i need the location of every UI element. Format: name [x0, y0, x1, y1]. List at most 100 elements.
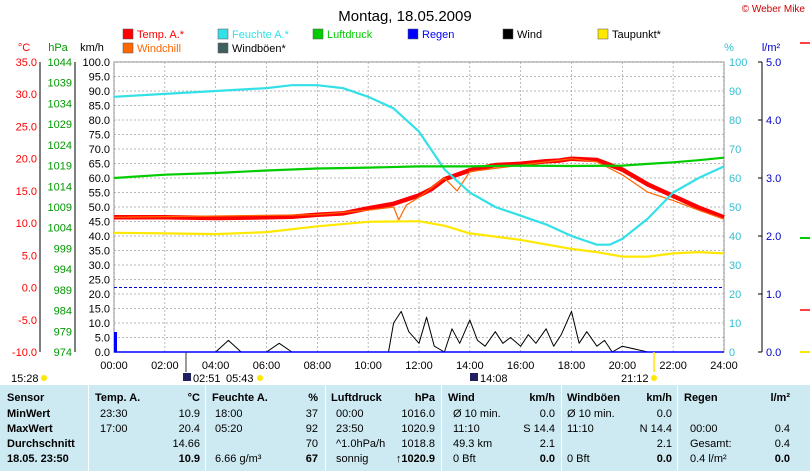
- rain-tick-label: 3.0: [766, 173, 781, 185]
- gust-label: Ø 10 min.: [567, 408, 615, 420]
- humidity-time: 18:00: [215, 408, 243, 420]
- humidity-time: 6.66 g/m³: [215, 453, 262, 465]
- rain-tick-label: 4.0: [766, 115, 781, 127]
- pressure-tick-label: 1044: [48, 57, 72, 69]
- temp-tick-label: 25.0: [16, 121, 37, 133]
- wind-tick-label: 90.0: [89, 86, 110, 98]
- wind-value: 0.0: [539, 453, 555, 465]
- temp-value: 10.9: [178, 453, 200, 465]
- wind-tick-label: 55.0: [89, 188, 110, 200]
- legend-swatch: [217, 28, 229, 40]
- legend-label: Regen: [422, 29, 454, 41]
- series-line-feuchtea: [113, 84, 725, 246]
- sunset-time-label: 21:12: [621, 373, 649, 385]
- legend-swatch: [217, 42, 229, 54]
- wind-tick-label: 60.0: [89, 173, 110, 185]
- wind-tick-label: 25.0: [89, 275, 110, 287]
- humidity-tick-label: 90: [729, 86, 741, 98]
- pressure-tick-label: 1019: [48, 161, 72, 173]
- gust-label: 0 Bft: [567, 453, 590, 465]
- legend-label: Taupunkt*: [612, 29, 662, 41]
- moonset-time-label: 14:08: [480, 373, 508, 385]
- rain-value: 0.0: [774, 453, 790, 465]
- legend-label: Temp. A.*: [137, 29, 185, 41]
- time-tick-label: 20:00: [609, 360, 637, 372]
- pressure-tick-label: 1014: [48, 181, 72, 193]
- rain-unit-label: l/m²: [762, 42, 781, 54]
- pressure-tick-label: 1004: [48, 223, 72, 235]
- temp-tick-label: 30.0: [16, 89, 37, 101]
- wind-unit-label: km/h: [80, 42, 104, 54]
- header-rain-unit: l/m²: [770, 392, 790, 404]
- header-temp: Temp. A.: [95, 392, 141, 404]
- wind-tick-label: 50.0: [89, 202, 110, 214]
- table-divider: [325, 385, 326, 471]
- temp-time: 17:00: [100, 423, 128, 435]
- temp-tick-label: 5.0: [22, 250, 37, 262]
- temp-value: 14.66: [172, 438, 200, 450]
- wind-tick-label: 65.0: [89, 159, 110, 171]
- legend-swatch: [122, 42, 134, 54]
- moonrise-icon: [183, 373, 191, 381]
- pressure-tick-label: 989: [54, 285, 72, 297]
- time-tick-label: 18:00: [558, 360, 586, 372]
- table-divider: [561, 385, 562, 471]
- wind-label: Ø 10 min.: [453, 408, 501, 420]
- wind-tick-label: 5.0: [95, 333, 110, 345]
- temp-time: 23:30: [100, 408, 128, 420]
- humidity-tick-label: 100: [729, 57, 747, 69]
- legend-label: Windböen*: [232, 43, 287, 55]
- wind-value: 0.0: [539, 408, 555, 420]
- wind-tick-label: 45.0: [89, 217, 110, 229]
- pressure-tick-label: 974: [54, 347, 72, 359]
- pressure-time: 23:50: [336, 423, 364, 435]
- pressure-tick-label: 1034: [48, 98, 72, 110]
- wind-tick-label: 40.0: [89, 231, 110, 243]
- humidity-tick-label: 60: [729, 173, 741, 185]
- legend-label: Windchill: [137, 43, 181, 55]
- wind-label: 49.3 km: [453, 438, 493, 450]
- time-tick-label: 04:00: [202, 360, 230, 372]
- table-divider: [205, 385, 206, 471]
- legend-swatch: [312, 28, 324, 40]
- pressure-time: sonnig: [336, 453, 369, 465]
- gust-value: 2.1: [656, 438, 672, 450]
- copyright-label: © Weber Mike: [742, 4, 806, 15]
- pressure-tick-label: 1029: [48, 119, 72, 131]
- row-label: 18.05. 23:50: [7, 453, 69, 465]
- humidity-time: 05:20: [215, 423, 243, 435]
- pressure-tick-label: 1039: [48, 78, 72, 90]
- temp-tick-label: 35.0: [16, 57, 37, 69]
- table-divider: [441, 385, 442, 471]
- humidity-value: 67: [305, 453, 318, 465]
- sunrise-time-label: 05:43: [226, 373, 254, 385]
- series-line-taupunkt: [113, 220, 725, 258]
- wind-tick-label: 0.0: [95, 347, 110, 359]
- header-humidity-unit: %: [308, 392, 318, 404]
- header-gust-unit: km/h: [646, 392, 672, 404]
- wind-tick-label: 95.0: [89, 72, 110, 84]
- header-pressure: Luftdruck: [331, 392, 382, 404]
- time-tick-label: 00:00: [100, 360, 128, 372]
- wind-tick-label: 80.0: [89, 115, 110, 127]
- wind-value: 2.1: [539, 438, 555, 450]
- temp-tick-label: 20.0: [16, 154, 37, 166]
- humidity-unit-label: %: [724, 42, 734, 54]
- pressure-unit-label: hPa: [48, 42, 68, 54]
- header-wind-unit: km/h: [529, 392, 555, 404]
- series-line-windchill: [113, 158, 725, 221]
- pressure-tick-label: 1009: [48, 202, 72, 214]
- pressure-value: 1020.9: [401, 423, 435, 435]
- time-tick-label: 22:00: [659, 360, 687, 372]
- wind-tick-label: 70.0: [89, 144, 110, 156]
- rain-tick-label: 0.0: [766, 347, 781, 359]
- wind-value: S 14.4: [523, 423, 555, 435]
- humidity-value: 37: [305, 408, 318, 420]
- wind-tick-label: 15.0: [89, 304, 110, 316]
- legend-label: Feuchte A.*: [232, 29, 290, 41]
- legend-swatch: [597, 28, 609, 40]
- wind-tick-label: 10.0: [89, 318, 110, 330]
- legend: Temp. A.* Feuchte A.* Luftdruck Regen Wind Ta…: [122, 28, 662, 55]
- sunrise-icon: [257, 375, 263, 381]
- series-line-tempa: [114, 156, 725, 221]
